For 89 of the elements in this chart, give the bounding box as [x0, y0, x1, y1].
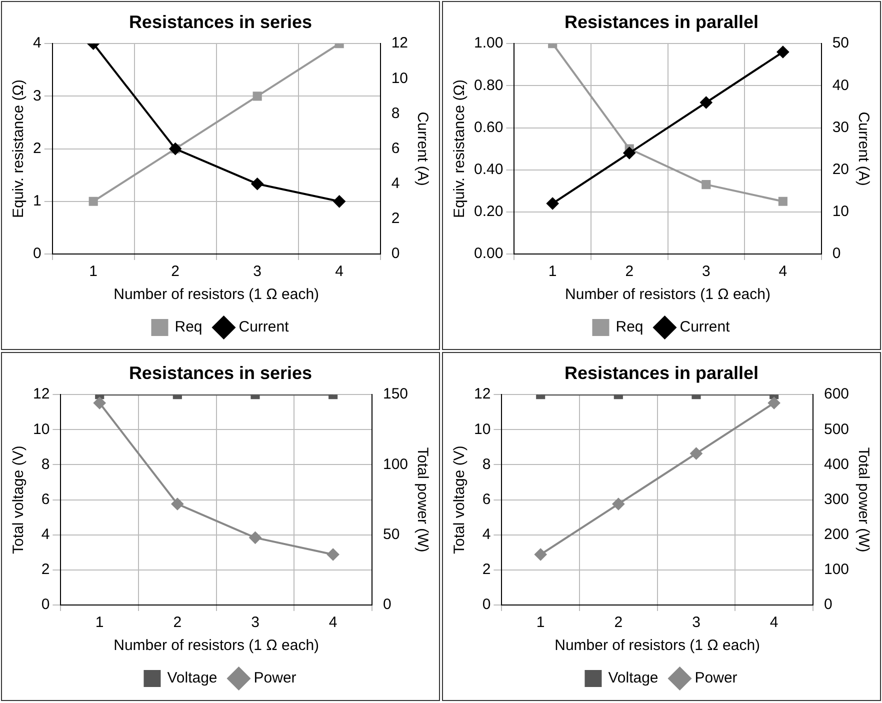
legend-label: Power	[254, 670, 296, 687]
y-tick-label: 0.20	[474, 203, 504, 220]
x-tick-label: 1	[548, 263, 557, 280]
y-tick-label: 0	[41, 596, 50, 614]
y-tick-label: 2	[482, 561, 491, 578]
x-tick-label: 3	[692, 614, 700, 632]
x-tick-label: 2	[171, 263, 180, 280]
y-tick-label: 12	[32, 386, 50, 403]
y2-tick-label: 8	[391, 104, 400, 122]
x-tick-label: 2	[173, 614, 182, 632]
x-axis-title: Number of resistors (1 Ω each)	[554, 637, 760, 654]
y2-tick-label: 100	[382, 456, 408, 473]
chart-title: Resistances in series	[128, 12, 312, 32]
y-tick-label: 12	[474, 386, 491, 403]
y2-tick-label: 6	[391, 140, 400, 157]
y2-tick-label: 10	[832, 203, 850, 220]
y2-tick-label: 200	[824, 526, 850, 544]
legend-label: Current	[238, 318, 290, 336]
legend-label: Power	[694, 670, 738, 687]
y-tick-label: 6	[41, 490, 50, 508]
y-tick-label: 4	[41, 526, 50, 544]
x-tick-label: 4	[335, 263, 344, 280]
y2-axis-title: Current (A)	[414, 112, 431, 186]
y2-tick-label: 0	[391, 245, 400, 262]
x-tick-label: 4	[328, 614, 338, 632]
y-tick-label: 6	[482, 490, 491, 508]
y2-tick-label: 150	[382, 386, 408, 403]
y-axis-title: Equiv. resistance (Ω)	[451, 80, 468, 218]
y2-axis-title: Total power (W)	[414, 447, 431, 552]
chart-title: Resistances in series	[128, 362, 312, 383]
y2-tick-label: 50	[832, 34, 850, 52]
legend-label: Req	[616, 318, 644, 336]
y2-tick-label: 20	[832, 160, 850, 178]
y2-tick-label: 50	[382, 526, 400, 544]
y-tick-label: 10	[474, 420, 491, 438]
x-tick-label: 1	[95, 614, 104, 632]
y-tick-label: 1.00	[474, 34, 504, 52]
y-tick-label: 8	[482, 456, 491, 473]
chart-title: Resistances in parallel	[564, 12, 759, 32]
x-tick-label: 4	[770, 614, 778, 632]
y-tick-label: 8	[41, 456, 50, 473]
y-axis-title: Equiv. resistance (Ω)	[10, 80, 28, 218]
y2-tick-label: 100	[824, 561, 850, 578]
legend-label: Current	[680, 318, 731, 336]
x-tick-label: 2	[614, 614, 623, 632]
x-tick-label: 2	[625, 263, 634, 280]
x-tick-label: 1	[89, 263, 98, 280]
legend-label: Voltage	[167, 670, 218, 687]
y2-tick-label: 4	[391, 175, 400, 192]
y-tick-label: 3	[33, 87, 42, 104]
y2-tick-label: 300	[824, 490, 850, 508]
y2-tick-label: 0	[824, 596, 832, 614]
y2-tick-label: 500	[824, 420, 850, 438]
y-tick-label: 4	[33, 34, 42, 52]
y-tick-label: 1	[33, 192, 42, 210]
y2-tick-label: 0	[832, 245, 841, 262]
y2-tick-label: 400	[824, 456, 850, 473]
x-axis-title: Number of resistors (1 Ω each)	[114, 637, 320, 654]
y-tick-label: 0.60	[474, 118, 504, 136]
x-axis-title: Number of resistors (1 Ω each)	[565, 286, 770, 304]
x-tick-label: 1	[536, 614, 545, 632]
x-tick-label: 3	[702, 263, 710, 280]
y2-tick-label: 600	[824, 386, 850, 403]
y-tick-label: 0	[33, 245, 42, 262]
y-tick-label: 10	[32, 420, 50, 438]
y2-tick-label: 12	[391, 34, 408, 52]
y-tick-label: 0.00	[474, 245, 504, 262]
y-tick-label: 0.80	[474, 76, 504, 94]
y2-tick-label: 10	[391, 70, 408, 87]
y2-tick-label: 2	[391, 210, 400, 228]
y-tick-label: 2	[33, 140, 42, 157]
y-axis-title: Total voltage (V)	[451, 446, 468, 554]
x-tick-label: 4	[778, 263, 788, 280]
y-tick-label: 4	[482, 526, 491, 544]
legend-label: Req	[174, 318, 202, 336]
y2-tick-label: 40	[832, 76, 850, 94]
y2-axis-title: Current (A)	[854, 112, 872, 186]
y-tick-label: 0.40	[474, 160, 504, 178]
y2-tick-label: 30	[832, 118, 850, 136]
y2-tick-label: 0	[382, 596, 392, 614]
legend-label: Voltage	[608, 670, 658, 687]
y-tick-label: 0	[482, 596, 491, 614]
x-tick-label: 3	[251, 614, 260, 632]
y-axis-title: Total voltage (V)	[10, 446, 28, 554]
x-tick-label: 3	[253, 263, 262, 280]
chart-title: Resistances in parallel	[564, 362, 759, 383]
x-axis-title: Number of resistors (1 Ω each)	[114, 286, 320, 304]
y-tick-label: 2	[41, 561, 50, 578]
y2-axis-title: Total power (W)	[854, 447, 872, 552]
